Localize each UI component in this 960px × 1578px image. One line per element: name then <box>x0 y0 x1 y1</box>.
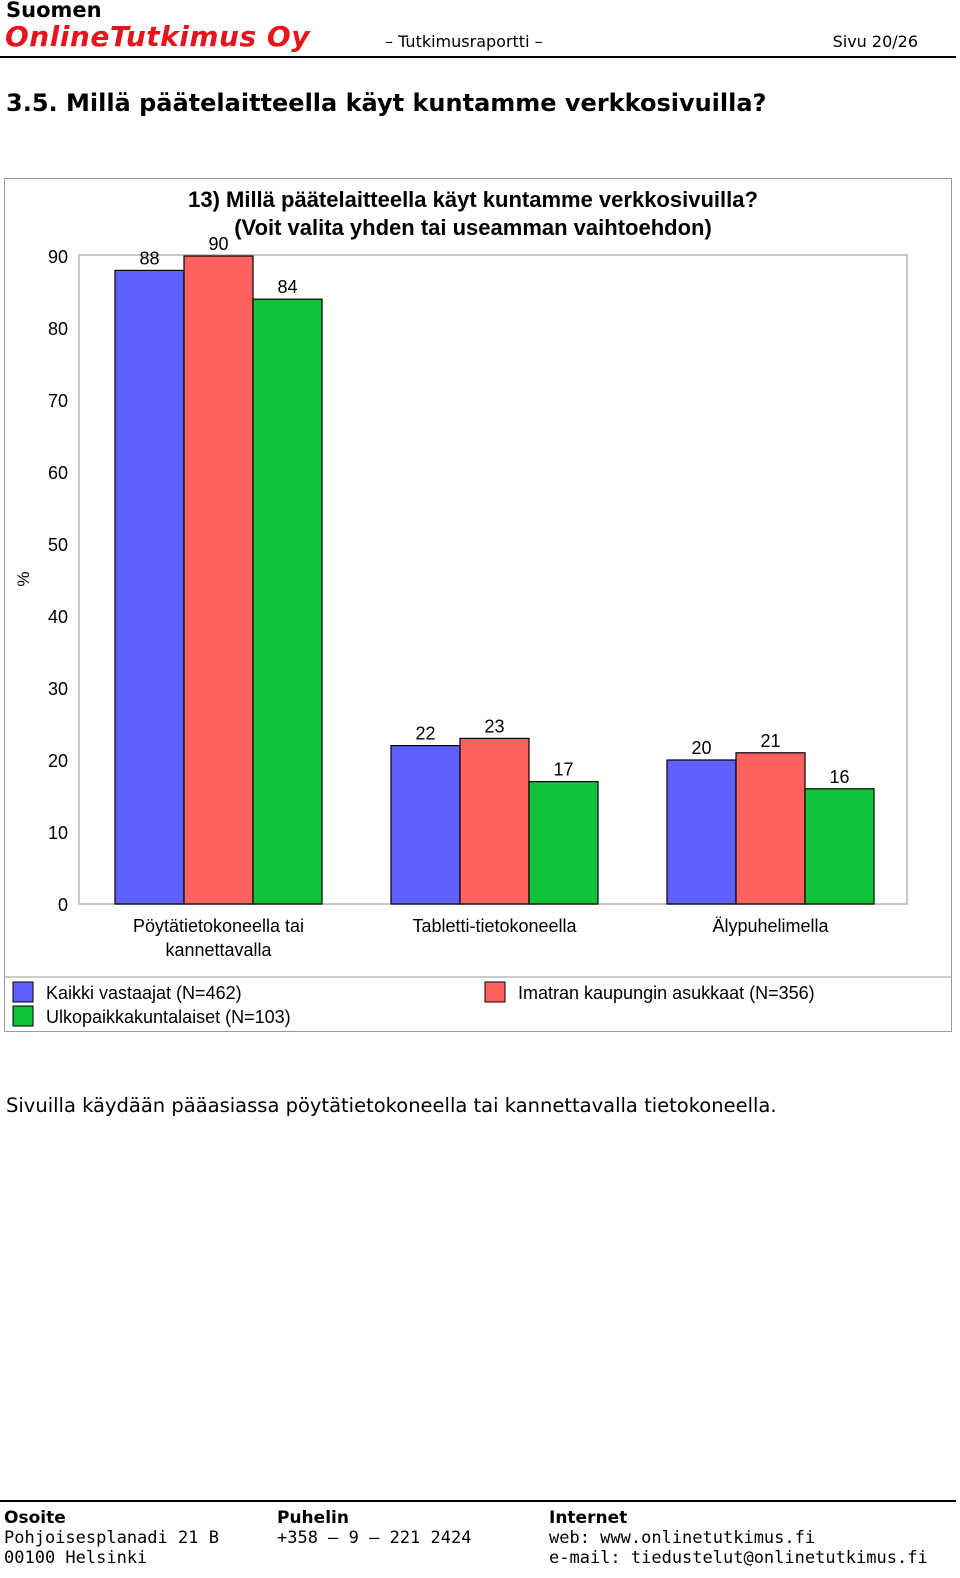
section-title: 3.5. Millä päätelaitteella käyt kuntamme… <box>6 89 767 117</box>
footer-phone-label: Puhelin <box>277 1508 349 1528</box>
footer-phone-number: +358 – 9 – 221 2424 <box>277 1528 472 1548</box>
chart-frame: 13) Millä päätelaitteella käyt kuntamme … <box>4 178 952 1032</box>
legend-label: Imatran kaupungin asukkaat (N=356) <box>518 983 815 1003</box>
company-name-line2: OnlineTutkimus Oy <box>5 20 310 53</box>
bar <box>528 780 599 905</box>
y-tick-label: 70 <box>48 391 68 411</box>
page-header: Suomen OnlineTutkimus Oy – Tutkimusrapor… <box>0 0 956 58</box>
report-label: – Tutkimusraportti – <box>385 32 543 51</box>
page-number: Sivu 20/26 <box>832 32 918 51</box>
x-category-label: Älypuhelimella <box>712 916 829 936</box>
data-label: 84 <box>277 277 297 297</box>
bar <box>735 752 806 905</box>
y-tick-label: 40 <box>48 607 68 627</box>
data-label: 22 <box>415 724 435 744</box>
data-label: 17 <box>553 760 573 780</box>
legend-label: Ulkopaikkakuntalaiset (N=103) <box>46 1007 291 1027</box>
legend-swatch <box>12 981 34 1003</box>
y-tick-label: 50 <box>48 535 68 555</box>
body-paragraph: Sivuilla käydään pääasiassa pöytätietoko… <box>6 1094 777 1117</box>
company-name-line1: Suomen <box>6 0 102 22</box>
legend-swatch <box>484 981 506 1003</box>
footer-address-line2: 00100 Helsinki <box>4 1548 148 1568</box>
y-tick-label: 20 <box>48 751 68 771</box>
x-category-label: Tabletti-tietokoneella <box>412 916 577 936</box>
footer-phone: Puhelin +358 – 9 – 221 2424 <box>277 1508 471 1548</box>
footer-address-line1: Pohjoisesplanadi 21 B <box>4 1528 219 1548</box>
footer-address-label: Osoite <box>4 1508 66 1528</box>
y-tick-label: 90 <box>48 247 68 267</box>
bar <box>183 255 254 905</box>
bar <box>390 744 461 905</box>
bar <box>459 737 530 905</box>
y-tick-label: 60 <box>48 463 68 483</box>
legend-swatch <box>12 1005 34 1027</box>
footer-web-link[interactable]: web: www.onlinetutkimus.fi <box>549 1528 816 1548</box>
bar-chart: 13) Millä päätelaitteella käyt kuntamme … <box>5 187 951 1027</box>
data-label: 23 <box>484 716 504 736</box>
data-label: 20 <box>691 738 711 758</box>
bar <box>114 269 185 905</box>
data-label: 21 <box>760 731 780 751</box>
chart-subtitle: (Voit valita yhden tai useamman vaihtoeh… <box>234 215 712 240</box>
footer-address: Osoite Pohjoisesplanadi 21 B 00100 Helsi… <box>4 1508 219 1568</box>
y-tick-label: 30 <box>48 679 68 699</box>
data-label: 16 <box>829 767 849 787</box>
x-category-label: Pöytätietokoneella tai <box>133 916 304 936</box>
page-footer: Osoite Pohjoisesplanadi 21 B 00100 Helsi… <box>0 1500 956 1578</box>
footer-email-link[interactable]: e-mail: tiedustelut@onlinetutkimus.fi <box>549 1548 928 1568</box>
data-label: 88 <box>139 248 159 268</box>
x-category-label: kannettavalla <box>165 940 272 960</box>
bar <box>252 298 323 905</box>
data-label: 90 <box>208 234 228 254</box>
footer-internet: Internet web: www.onlinetutkimus.fi e-ma… <box>549 1508 928 1568</box>
legend-label: Kaikki vastaajat (N=462) <box>46 983 242 1003</box>
bar <box>804 788 875 905</box>
chart-title: 13) Millä päätelaitteella käyt kuntamme … <box>188 187 758 212</box>
footer-internet-label: Internet <box>549 1508 628 1528</box>
y-tick-label: 0 <box>58 895 68 915</box>
y-axis-label: % <box>14 571 33 586</box>
y-tick-label: 80 <box>48 319 68 339</box>
bar <box>666 759 737 905</box>
y-tick-label: 10 <box>48 823 68 843</box>
